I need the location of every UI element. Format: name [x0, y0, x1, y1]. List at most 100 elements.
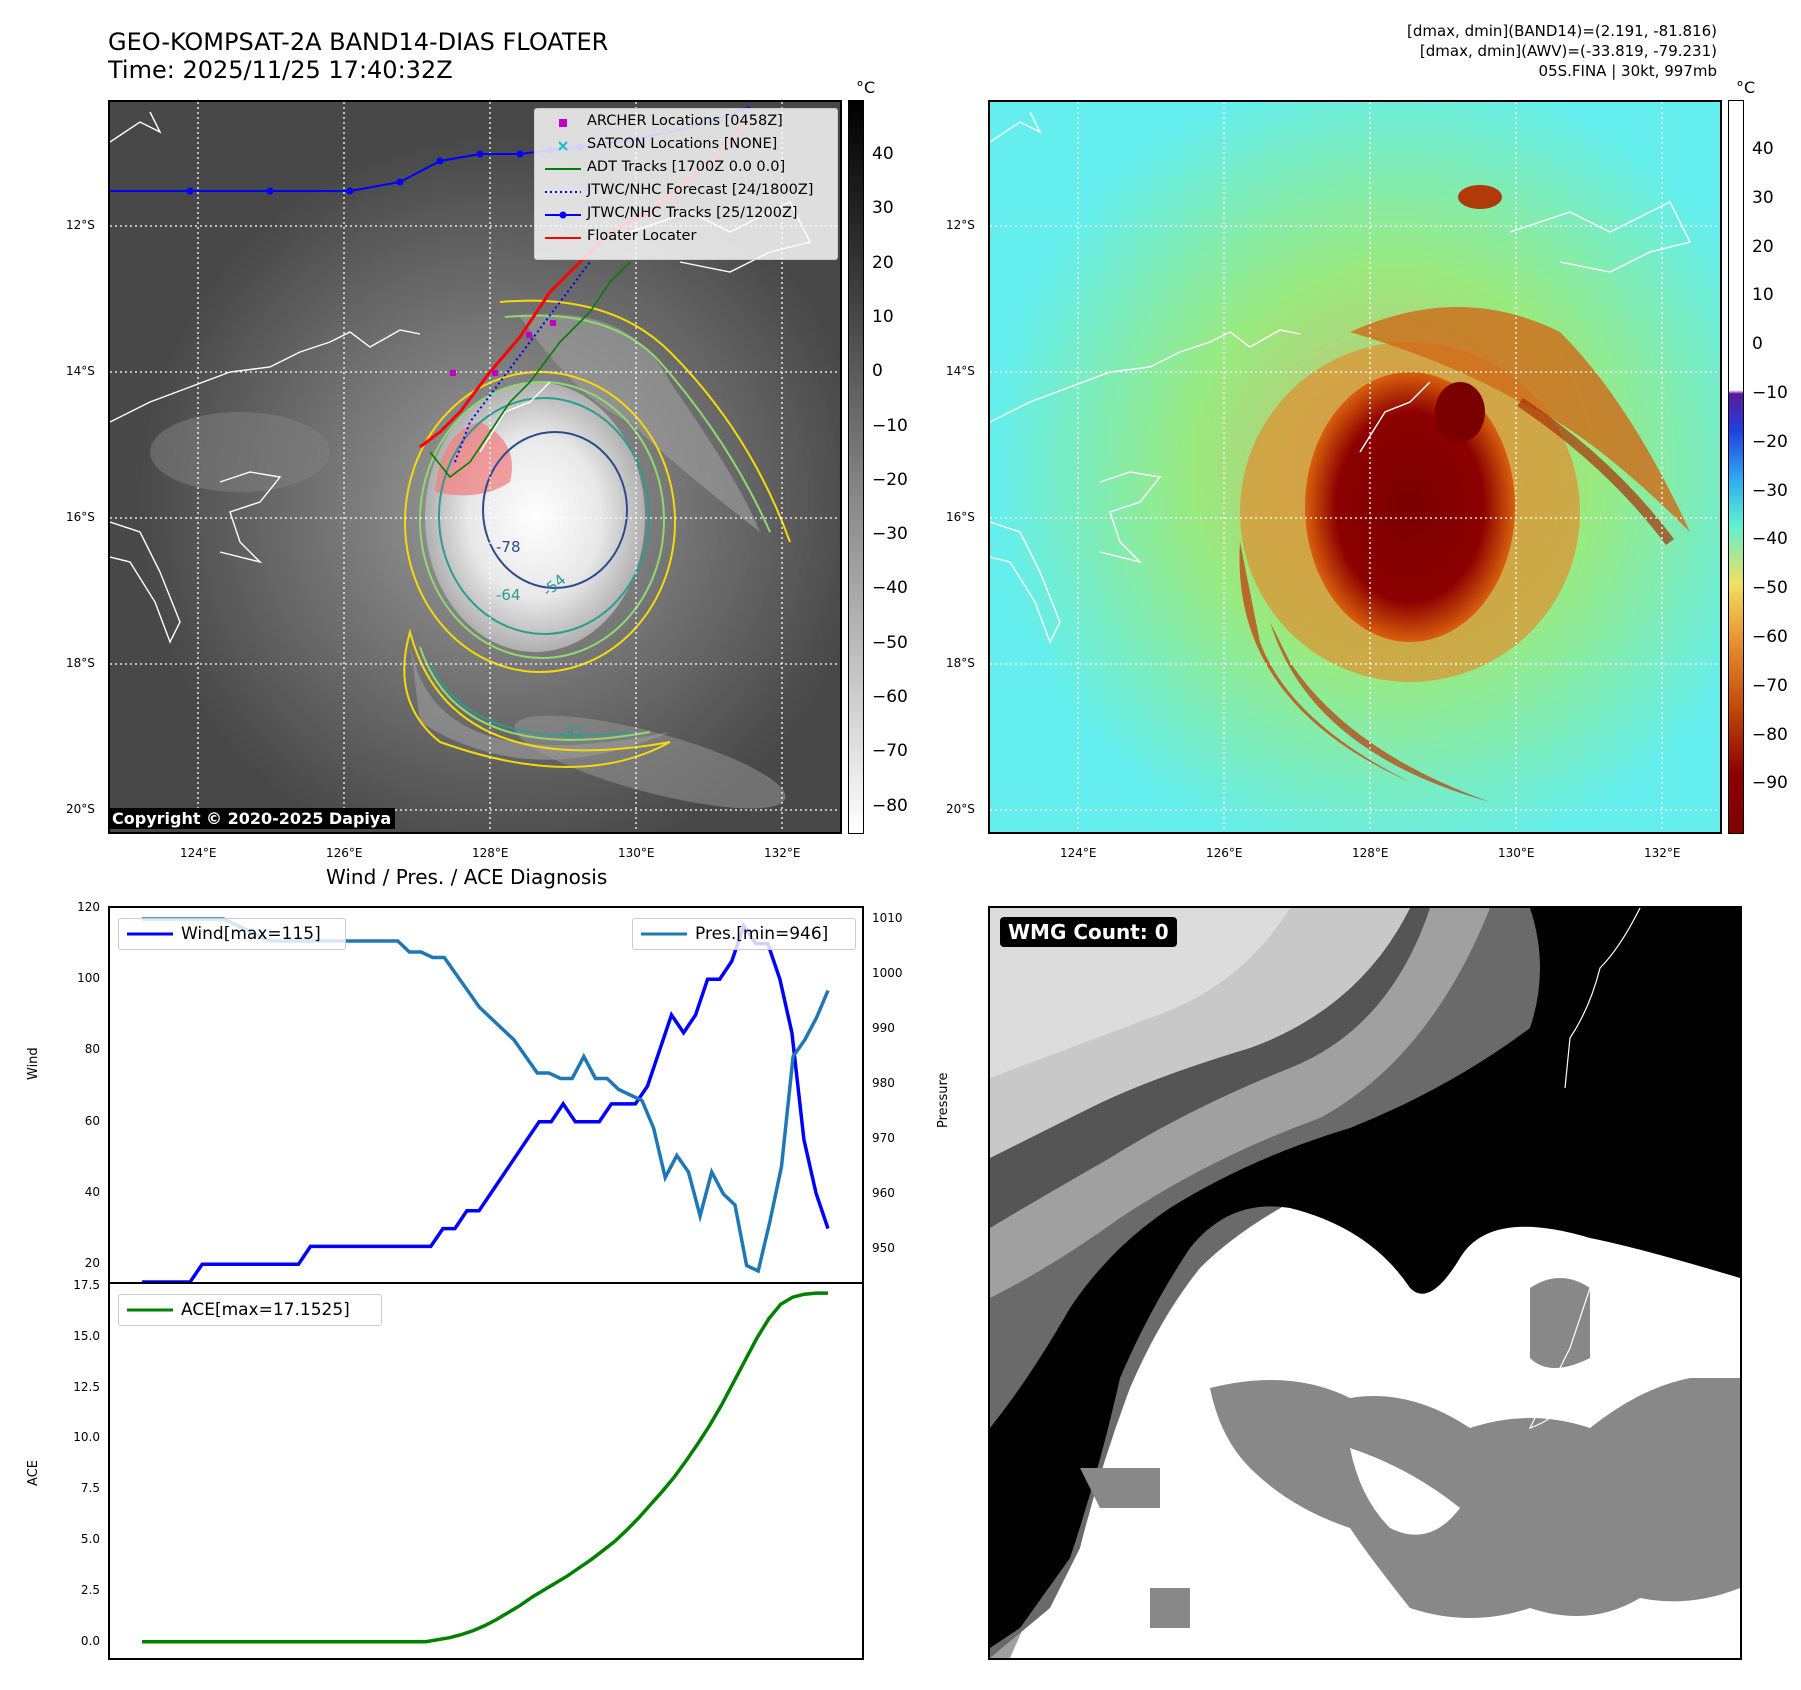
- wmg-count-badge: WMG Count: 0: [1000, 917, 1177, 947]
- colorbar-right-tick: 0: [1752, 334, 1763, 355]
- ace-tick-label: 7.5: [80, 1481, 100, 1496]
- ir-map-panel: -78 -64 -54 -31 ARCHER Locations [0458Z]…: [108, 100, 842, 834]
- wind-pres-plot: [142, 917, 830, 1282]
- colorbar-right-tick: 40: [1752, 139, 1774, 159]
- colorbar-right-tick: −90: [1752, 773, 1788, 794]
- pressure-tick-label: 1000: [872, 966, 903, 980]
- colorbar-left-tick: 40: [872, 144, 894, 164]
- forecast-dotted-icon: [545, 191, 581, 193]
- colorbar-left-tick: −40: [872, 578, 908, 599]
- colorbar-left-tick: −50: [872, 632, 908, 653]
- page-timestamp: Time: 2025/11/25 17:40:32Z: [108, 56, 453, 84]
- lat-tick-label: 12°S: [66, 218, 95, 232]
- lon-tick-label: 124°E: [1060, 846, 1097, 860]
- wind-legend: Wind[max=115]: [118, 918, 346, 950]
- colorbar-right-tick: −70: [1752, 675, 1788, 696]
- ace-tick-label: 2.5: [80, 1582, 100, 1597]
- ace-tick-label: 5.0: [80, 1532, 100, 1547]
- legend-label: ADT Tracks [1700Z 0.0 0.0]: [587, 159, 786, 175]
- wind-axis-label: Wind: [26, 1047, 41, 1080]
- lon-tick-label: 126°E: [326, 846, 363, 860]
- colorbar-right-tick: −30: [1752, 480, 1788, 501]
- ace-legend: ACE[max=17.1525]: [118, 1294, 382, 1326]
- map-legend: ARCHER Locations [0458Z] SATCON Location…: [534, 108, 838, 260]
- wind-tick-label: 40: [84, 1184, 100, 1199]
- wind-tick-label: 100: [77, 971, 100, 986]
- copyright-badge: Copyright © 2020-2025 Dapiya: [108, 808, 396, 829]
- colorbar-left-tick: −80: [872, 795, 908, 816]
- ace-axis-label: ACE: [26, 1460, 41, 1486]
- colorbar-right-tick: 20: [1752, 236, 1774, 257]
- contour-label-31: -31: [560, 724, 585, 742]
- ace-tick-label: 10.0: [73, 1430, 100, 1445]
- pressure-tick-label: 1010: [872, 911, 903, 925]
- info-storm: 05S.FINA | 30kt, 997mb: [1538, 62, 1717, 80]
- wind-tick-label: 80: [84, 1042, 100, 1057]
- ace-series-line: [142, 1291, 828, 1644]
- lat-tick-label: 18°S: [946, 656, 975, 670]
- colorbar-left: [848, 100, 864, 834]
- ace-tick-label: 15.0: [73, 1328, 100, 1343]
- wmg-image: [990, 908, 1740, 1658]
- info-awv: [dmax, dmin](AWV)=(-33.819, -79.231): [1419, 42, 1717, 60]
- lat-tick-label: 14°S: [946, 364, 975, 378]
- adt-line-icon: [545, 168, 581, 170]
- floater-line-icon: [545, 237, 581, 239]
- ace-tick-label: 12.5: [73, 1379, 100, 1394]
- pres-legend-line-icon: [641, 932, 687, 936]
- legend-label: JTWC/NHC Forecast [24/1800Z]: [587, 182, 814, 198]
- colorbar-right-tick: −10: [1752, 383, 1788, 403]
- wind-tick-label: 120: [77, 900, 100, 914]
- colorbar-right-tick: −40: [1752, 529, 1788, 550]
- track-dot-icon: [545, 211, 581, 219]
- legend-label: Floater Locater: [587, 228, 697, 244]
- diagnosis-title: Wind / Pres. / ACE Diagnosis: [326, 865, 608, 889]
- page-title: GEO-KOMPSAT-2A BAND14-DIAS FLOATER: [108, 28, 609, 56]
- awv-map-image: [990, 102, 1720, 832]
- colorbar-left-tick: 20: [872, 252, 894, 273]
- lon-tick-label: 128°E: [472, 846, 509, 860]
- wmg-panel: [988, 906, 1742, 1660]
- archer-marker-icon: [559, 119, 567, 127]
- wind-legend-line-icon: [127, 932, 173, 936]
- colorbar-right-unit: °C: [1736, 78, 1756, 97]
- ace-plot: [142, 1291, 828, 1644]
- pres-legend-label: Pres.[min=946]: [695, 924, 829, 944]
- colorbar-left-tick: −30: [872, 524, 908, 545]
- wind-tick-label: 60: [84, 1113, 100, 1128]
- pressure-tick-label: 970: [872, 1131, 895, 1145]
- contour-label-78: -78: [496, 538, 521, 556]
- colorbar-left-tick: 0: [872, 361, 883, 382]
- pres-legend: Pres.[min=946]: [632, 918, 856, 950]
- legend-label: ARCHER Locations [0458Z]: [587, 113, 783, 129]
- wind-legend-label: Wind[max=115]: [181, 924, 321, 944]
- ace-tick-label: 0.0: [80, 1633, 100, 1648]
- lat-tick-label: 16°S: [946, 510, 975, 524]
- lon-tick-label: 126°E: [1206, 846, 1243, 860]
- lon-tick-label: 128°E: [1352, 846, 1389, 860]
- lat-tick-label: 16°S: [66, 510, 95, 524]
- colorbar-left-tick: −60: [872, 687, 908, 707]
- ace-tick-label: 17.5: [73, 1278, 100, 1293]
- lon-tick-label: 130°E: [618, 846, 655, 860]
- ace-legend-line-icon: [127, 1308, 173, 1312]
- contour-label-64: -64: [496, 586, 521, 604]
- lat-tick-label: 18°S: [66, 656, 95, 670]
- colorbar-right-tick: 30: [1752, 187, 1774, 208]
- wind-pres-chart: [108, 906, 864, 1284]
- colorbar-left-unit: °C: [856, 78, 876, 97]
- satcon-marker-icon: [558, 141, 568, 151]
- pressure-tick-label: 960: [872, 1186, 895, 1200]
- ace-legend-label: ACE[max=17.1525]: [181, 1300, 350, 1320]
- pressure-axis-label: Pressure: [936, 1072, 951, 1128]
- lat-tick-label: 14°S: [66, 364, 95, 378]
- lon-tick-label: 124°E: [180, 846, 217, 860]
- colorbar-right-tick: −50: [1752, 578, 1788, 599]
- pressure-tick-label: 990: [872, 1021, 895, 1035]
- colorbar-right-tick: −60: [1752, 627, 1788, 647]
- lon-tick-label: 132°E: [1644, 846, 1681, 860]
- lat-tick-label: 12°S: [946, 218, 975, 232]
- info-band14: [dmax, dmin](BAND14)=(2.191, -81.816): [1406, 22, 1717, 40]
- colorbar-right-tick: 10: [1752, 285, 1774, 306]
- colorbar-left-tick: −10: [872, 415, 908, 436]
